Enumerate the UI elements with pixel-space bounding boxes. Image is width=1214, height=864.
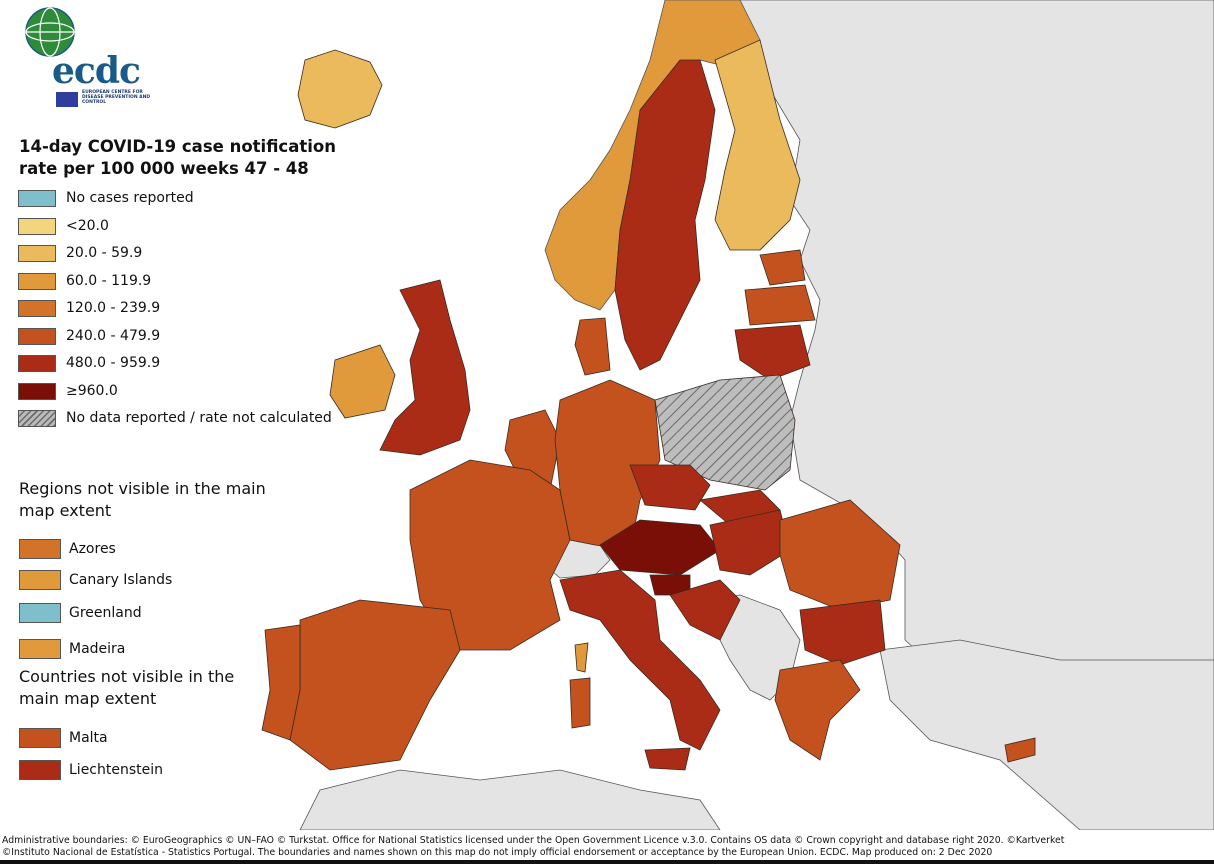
legend-label: 120.0 - 239.9 (66, 300, 161, 316)
region-spain (289, 599, 461, 771)
legend-swatch (18, 272, 56, 290)
inset-label: Madeira (69, 641, 126, 657)
region-ireland (329, 344, 396, 419)
eu-flag-icon (56, 92, 78, 107)
inset-swatch (19, 760, 61, 780)
regions-not-visible-title: Regions not visible in the main map exte… (19, 479, 266, 520)
legend-label: 20.0 - 59.9 (66, 245, 143, 261)
region-corsica (574, 642, 589, 673)
region-bulgaria (799, 599, 886, 666)
region-sweden (614, 59, 716, 371)
region-hungary (709, 509, 791, 576)
logo-name: ecdc (52, 50, 141, 92)
inset-swatch (19, 603, 61, 623)
region-lithuania (734, 324, 811, 381)
globe-icon (25, 7, 75, 57)
legend-label: No data reported / rate not calculated (66, 410, 332, 426)
legend-swatch (18, 245, 56, 262)
legend-swatch-hatched (18, 410, 56, 427)
bottom-rule (0, 860, 1214, 864)
inset-swatch (19, 728, 61, 748)
region-cyprus (1004, 737, 1036, 763)
eu-countries (261, 39, 1036, 771)
legend-label: 60.0 - 119.9 (66, 272, 152, 289)
region-croatia (669, 579, 741, 641)
inset-label: Malta (69, 730, 108, 746)
europe-map (261, 0, 1214, 830)
legend-swatch (18, 217, 56, 235)
countries-not-visible-title: Countries not visible in the main map ex… (19, 667, 235, 708)
legend-swatch (18, 382, 56, 400)
legend-swatch (18, 190, 56, 207)
region-north-africa (299, 769, 721, 830)
attribution-line-1: Administrative boundaries: © EuroGeograp… (2, 835, 1065, 846)
inset-swatch (19, 639, 61, 659)
legend-label: 240.0 - 479.9 (66, 327, 161, 344)
inset-label: Azores (69, 541, 116, 557)
region-turkey (879, 639, 1214, 830)
inset-label: Liechtenstein (69, 762, 164, 778)
inset-swatch (19, 539, 61, 559)
inset-label: Greenland (69, 605, 142, 621)
inset-label: Canary Islands (69, 572, 173, 588)
attribution-footer: Administrative boundaries: © EuroGeograp… (2, 835, 1212, 859)
attribution-line-2: ©Instituto Nacional de Estatística - Sta… (2, 847, 993, 858)
region-finland (714, 39, 801, 251)
legend-swatch (18, 327, 56, 345)
region-latvia (744, 284, 816, 326)
legend-swatch (18, 355, 56, 372)
region-estonia (759, 249, 806, 286)
inset-swatch (19, 570, 61, 590)
region-france (409, 459, 571, 651)
ecdc-logo: ecdc EUROPEAN CENTRE FOR DISEASE PREVENT… (14, 6, 150, 107)
region-portugal (261, 624, 301, 741)
logo-subtitle: EUROPEAN CENTRE FOR DISEASE PREVENTION A… (82, 90, 151, 105)
legend-label: <20.0 (66, 217, 109, 234)
region-sicily (644, 747, 691, 771)
region-iceland (297, 49, 383, 129)
legend-label: No cases reported (66, 190, 194, 206)
region-denmark (574, 317, 611, 376)
region-uk (379, 279, 471, 456)
region-italy (559, 569, 721, 751)
region-greece (774, 659, 861, 761)
region-czechia (629, 464, 711, 511)
region-sardinia (569, 677, 591, 729)
legend-label: ≥960.0 (66, 382, 118, 399)
legend-swatch (18, 300, 56, 317)
legend-label: 480.0 - 959.9 (66, 355, 161, 371)
legend-title: 14-day COVID-19 case notification rate p… (19, 137, 336, 178)
non-eu-land (299, 0, 1214, 830)
